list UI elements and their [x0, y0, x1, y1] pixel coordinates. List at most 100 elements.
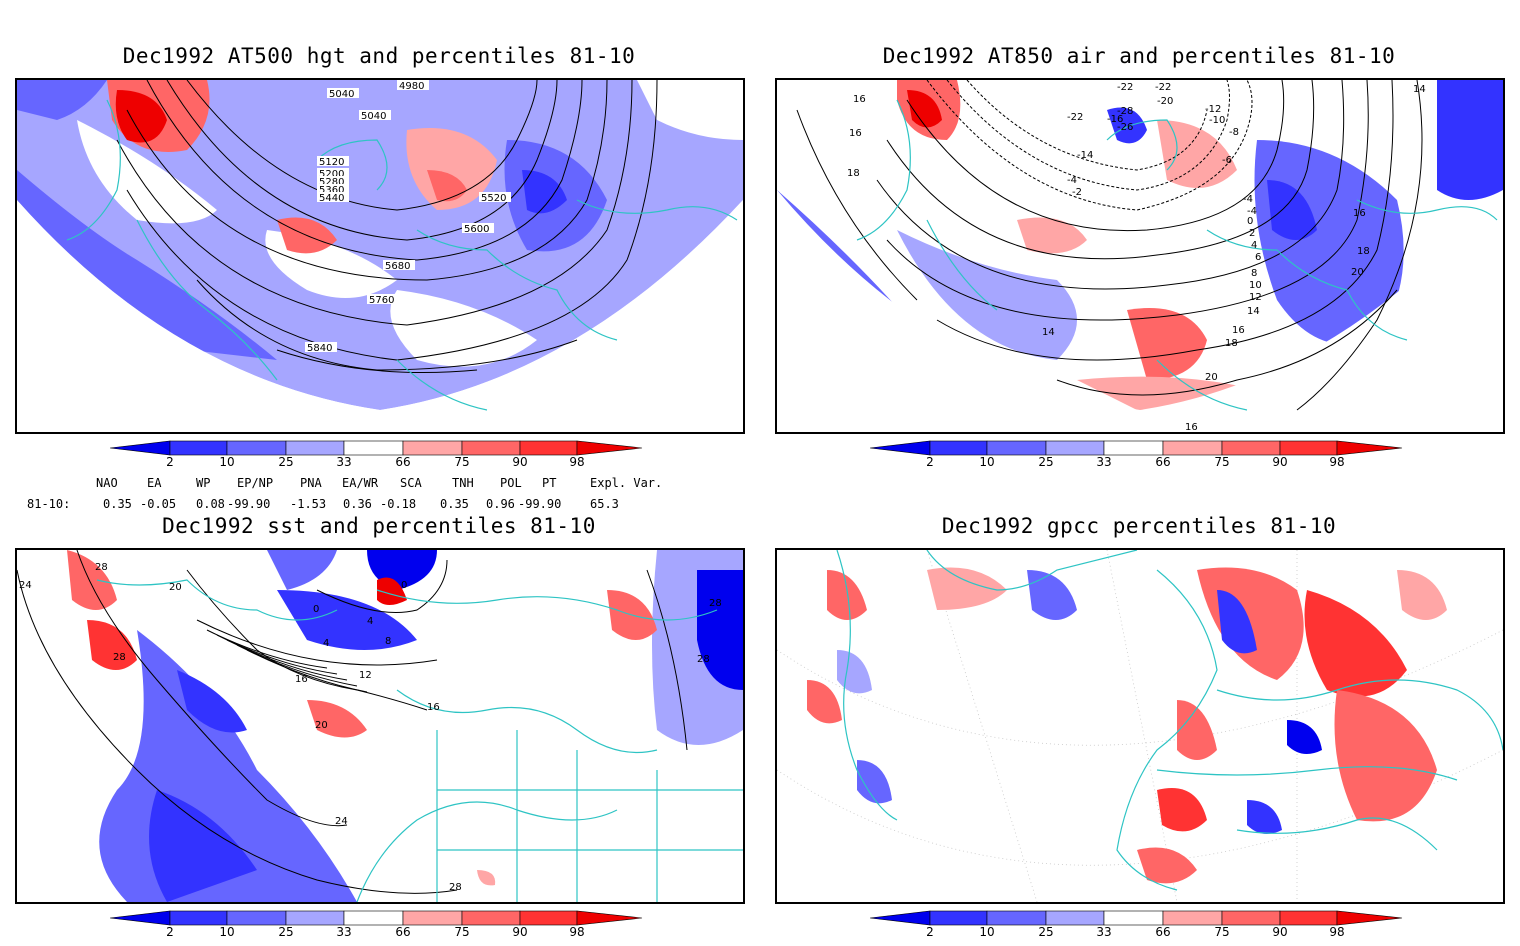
- colorbar-tick-label: 66: [395, 455, 411, 469]
- panel-title-4: Dec1992 gpcc percentiles 81-10: [941, 514, 1337, 538]
- colorbar-tick-label: 25: [1038, 925, 1054, 939]
- contour-label: 5840: [307, 343, 332, 354]
- contour-label: 4980: [399, 81, 424, 92]
- colorbar-swatches: [110, 440, 643, 456]
- colorbar-tick-label: 10: [979, 455, 995, 469]
- contour-label: 16: [1185, 422, 1198, 432]
- contour-label: 20: [315, 720, 328, 731]
- contour-label: -14: [1077, 150, 1093, 161]
- contour-label: -16: [1107, 114, 1123, 125]
- contour-label: -8: [1229, 127, 1239, 138]
- contour-label: 2: [1249, 228, 1255, 239]
- colorbar-swatch: [1279, 910, 1338, 926]
- colorbar-tick-label: 33: [1096, 925, 1112, 939]
- colorbar-swatches: [870, 440, 1403, 456]
- colorbar-swatch: [226, 440, 287, 456]
- contour-label: 14: [1042, 327, 1055, 338]
- map-air850: -22 -22 -20 -22 -16 -28 -26 -12 -10 -8 -…: [777, 80, 1503, 432]
- colorbar-tick-label: 90: [1272, 455, 1288, 469]
- contour-label: 28: [113, 652, 126, 663]
- contour-label: 5280: [319, 177, 344, 188]
- idx-header: EA/WR: [342, 476, 379, 490]
- colorbar-swatch: [870, 910, 931, 926]
- panel-title-2: Dec1992 AT850 air and percentiles 81-10: [882, 44, 1396, 68]
- idx-value: -0.05: [140, 497, 177, 511]
- colorbar-swatch: [402, 440, 463, 456]
- contour-label: -20: [1157, 96, 1173, 107]
- idx-row-label: 81-10:: [27, 497, 71, 511]
- contour-label: 6: [1255, 252, 1261, 263]
- contour-label: -4: [1243, 194, 1253, 205]
- colorbar-tick-label: 2: [926, 455, 934, 469]
- colorbar-tick-label: 33: [336, 925, 352, 939]
- colorbar-swatch: [929, 910, 988, 926]
- colorbar-tick-label: 90: [512, 925, 528, 939]
- contour-label: 4: [1251, 240, 1257, 251]
- colorbar-swatch: [1336, 440, 1403, 456]
- idx-value: -99.90: [227, 497, 271, 511]
- colorbar-swatch: [285, 910, 345, 926]
- contour-label: -26: [1117, 122, 1133, 133]
- colorbar-swatch: [461, 910, 521, 926]
- colorbar-swatch: [343, 910, 404, 926]
- colorbar-swatch: [1162, 910, 1223, 926]
- map-panel-sst: 28 24 20 28 0 0 4 8 4 12 16 16 20 24 28 …: [15, 548, 745, 904]
- contour-label: 8: [1251, 268, 1257, 279]
- colorbar-tick-label: 66: [395, 925, 411, 939]
- colorbar-swatch: [519, 440, 578, 456]
- contour-label: 10: [1249, 280, 1262, 291]
- contour-label: -22: [1117, 82, 1133, 93]
- contour-label: -2: [1072, 187, 1082, 198]
- colorbar-1: 2 10 25 33 66 75 90 98: [110, 440, 670, 476]
- map-hgt500: 4980 5040 5040 5120 5200 5280 5360 5440 …: [17, 80, 743, 411]
- colorbar-tick-label: 33: [1096, 455, 1112, 469]
- idx-value: -1.53: [290, 497, 327, 511]
- contour-label: 5200: [319, 169, 344, 180]
- contour-label: -22: [1155, 82, 1171, 93]
- contour-label: 5440: [319, 193, 344, 204]
- colorbar-swatches: [870, 910, 1403, 926]
- colorbar-tick-label: 66: [1155, 455, 1171, 469]
- contour-label: 20: [1351, 267, 1364, 278]
- contour-label: 5600: [464, 224, 489, 235]
- map-sst: 28 24 20 28 0 0 4 8 4 12 16 16 20 24 28 …: [17, 550, 743, 902]
- colorbar-swatch: [1336, 910, 1403, 926]
- contour-label: 12: [1249, 292, 1262, 303]
- colorbar-swatch: [1279, 440, 1338, 456]
- colorbar-swatch: [986, 910, 1047, 926]
- panel-title-3: Dec1992 sst and percentiles 81-10: [162, 514, 596, 538]
- contour-label: 0: [1247, 216, 1253, 227]
- colorbar-swatch: [929, 440, 988, 456]
- colorbar-swatch: [1221, 910, 1281, 926]
- idx-header: EA: [147, 476, 162, 490]
- colorbar-swatch: [1045, 910, 1105, 926]
- colorbar-tick-label: 75: [1214, 455, 1230, 469]
- contour-label: 16: [427, 702, 440, 713]
- idx-value: -0.18: [380, 497, 417, 511]
- contour-label: 28: [449, 882, 462, 893]
- colorbar-swatch: [1103, 910, 1164, 926]
- colorbar-swatch: [343, 440, 404, 456]
- idx-header: SCA: [400, 476, 422, 490]
- colorbar-tick-label: 10: [219, 455, 235, 469]
- contour-label: 0: [313, 604, 319, 615]
- contour-label: -4: [1067, 175, 1077, 186]
- contour-label: 20: [1205, 372, 1218, 383]
- colorbar-tick-label: 98: [1329, 455, 1345, 469]
- idx-value: 0.36: [343, 497, 372, 511]
- contour-label: 28: [95, 562, 108, 573]
- contour-label: 24: [19, 580, 32, 591]
- colorbar-tick-label: 98: [1329, 925, 1345, 939]
- colorbar-swatch: [1162, 440, 1223, 456]
- colorbar-2: 2 10 25 33 66 75 90 98: [870, 440, 1430, 476]
- contour-label: -22: [1067, 112, 1083, 123]
- contour-label: 4: [323, 638, 329, 649]
- contour-label: 28: [709, 598, 722, 609]
- colorbar-swatch: [285, 440, 345, 456]
- contour-label: 20: [169, 582, 182, 593]
- colorbar-tick-label: 98: [569, 925, 585, 939]
- colorbar-3: 2 10 25 33 66 75 90 98: [110, 910, 670, 946]
- idx-header: Expl. Var.: [590, 476, 663, 490]
- colorbar-swatch: [226, 910, 287, 926]
- contour-label: 28: [697, 654, 710, 665]
